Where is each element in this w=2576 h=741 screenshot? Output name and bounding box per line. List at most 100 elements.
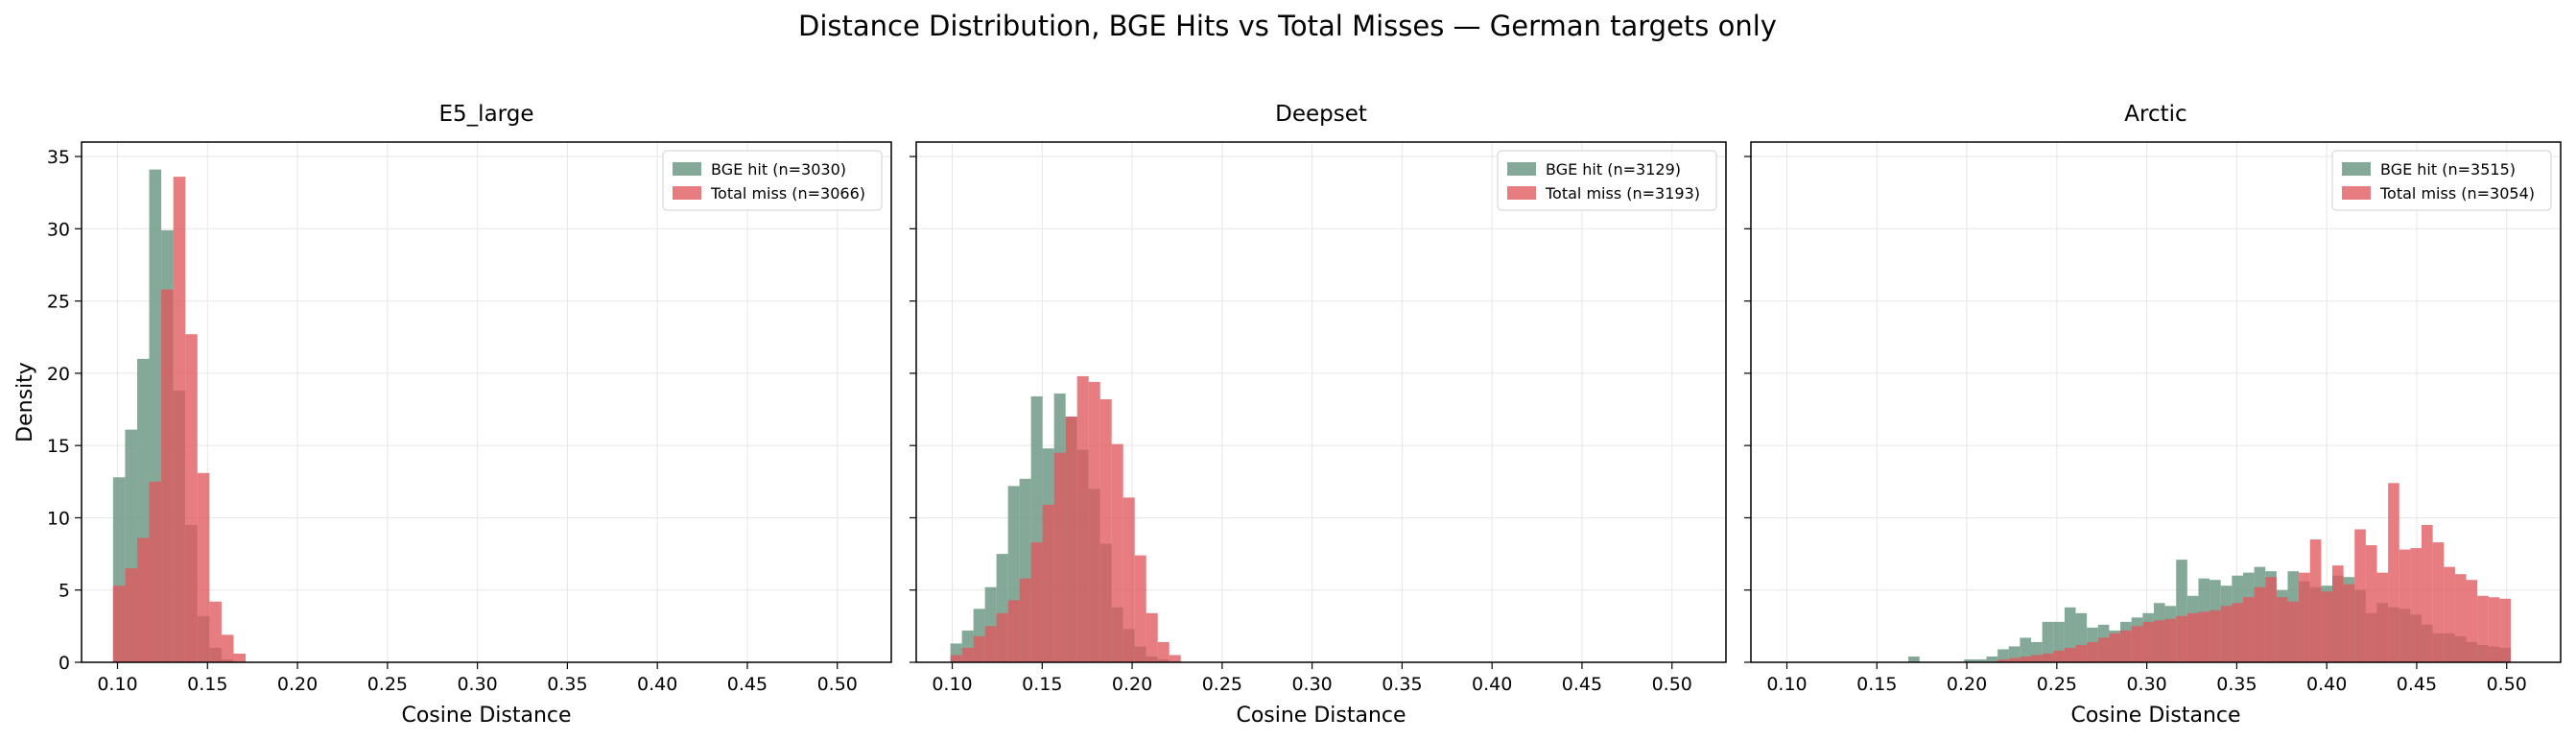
histogram-bar [973,635,985,662]
histogram-bar [2164,618,2177,662]
x-tick-label: 0.10 [97,674,137,695]
histogram-bar [2343,584,2355,662]
histogram-bar [2399,549,2411,662]
y-tick-label: 5 [59,581,70,602]
y-tick-label: 10 [47,508,70,529]
histogram-bar [2242,597,2255,662]
histogram-bar [1997,658,2009,662]
x-tick-label: 0.15 [1022,674,1062,695]
histogram-bar [2053,650,2065,662]
histogram-bar [161,289,174,662]
histogram-bar [2064,607,2076,662]
legend-label: BGE hit (n=3515) [2380,160,2516,179]
x-tick-label: 0.40 [637,674,677,695]
histogram-bar [2422,524,2433,662]
histogram-bar [1964,658,1975,662]
histogram-bar [1088,381,1100,662]
histogram-bar [1997,649,2009,662]
x-tick-label: 0.20 [1947,674,1987,695]
x-tick-label: 0.35 [1382,674,1422,695]
histogram-bar [1123,497,1135,662]
histogram-bar [1099,398,1112,662]
x-tick-label: 0.30 [2126,674,2166,695]
histogram-bar [221,634,234,662]
legend-label: BGE hit (n=3129) [1546,160,1681,179]
histogram-bar [2031,655,2043,662]
x-axis-label: Cosine Distance [401,704,571,728]
legend-box [1497,150,1717,211]
histogram-bar [2008,657,2021,662]
histogram-bar [1007,600,1020,662]
histogram-bar [2075,612,2088,662]
histogram-bar [2354,529,2366,662]
histogram-bar [149,481,162,662]
histogram-bar [2186,612,2199,662]
histogram-bar [2131,626,2143,662]
y-axis-label: Density [13,362,37,442]
histogram-bar [2220,606,2233,662]
histogram-bar [2432,542,2445,662]
histogram-bar [2410,548,2422,662]
subplot-2: 0.10 0.15 0.20 0.25 0.30 0.35 0.40 0.45 0.50 Deep… [910,102,1727,728]
histogram-bar [2365,545,2377,662]
histogram-bar [2466,580,2478,662]
y-tick-label: 0 [59,653,70,674]
histogram-bar [1134,555,1146,662]
histogram-bar [961,647,974,662]
histogram-bar [1908,656,1920,662]
x-tick-label: 0.40 [1472,674,1512,695]
x-tick-label: 0.20 [1112,674,1152,695]
legend-swatch [1507,162,1536,176]
histogram-bar [2198,611,2210,662]
x-tick-label: 0.30 [457,674,497,695]
histogram-bar [2097,637,2110,662]
histogram-bar [1111,443,1123,662]
histogram-bar [2499,598,2512,662]
histogram-bar [2120,630,2132,662]
legend-box [2331,150,2552,211]
legend-label: Total miss (n=3054) [2379,184,2535,203]
x-tick-label: 0.50 [1652,674,1692,695]
legend-label: Total miss (n=3066) [710,184,865,203]
subplot-title: E5_large [439,102,534,127]
histogram-bar [2031,641,2043,662]
histogram-bar [2210,610,2221,662]
x-tick-label: 0.45 [2397,674,2437,695]
histogram-bar [2488,597,2500,662]
x-tick-label: 0.45 [1562,674,1602,695]
histogram-bar [2176,615,2187,662]
x-tick-label: 0.10 [932,674,972,695]
histogram-bar [2321,591,2332,662]
legend-label: BGE hit (n=3030) [711,160,846,179]
histogram-bar [1169,655,1181,662]
legend-swatch [673,186,701,200]
x-tick-label: 0.45 [727,674,768,695]
legend: BGE hit (n=3129) Total miss (n=3193) [1497,150,1717,211]
histogram-bar [2265,577,2277,662]
x-tick-label: 0.15 [1856,674,1897,695]
legend-swatch [2342,162,2371,176]
x-tick-label: 0.35 [547,674,587,695]
histogram-bar [2053,621,2065,662]
histogram-bar [2232,603,2243,662]
histogram-bar [2008,646,2021,662]
histogram-bar [2109,633,2121,662]
y-tick-label: 15 [47,436,70,457]
x-tick-label: 0.50 [817,674,858,695]
x-tick-label: 0.15 [187,674,227,695]
subplot-1: 0.10 0.15 0.20 0.25 0.30 0.35 0.40 0.45 0.50 0 5 10… [13,102,892,728]
histogram-bar [2042,653,2054,662]
histogram-bar [209,601,222,662]
histogram-bar [2309,539,2322,662]
y-tick-label: 35 [47,147,70,168]
histogram-bar [1076,375,1089,662]
y-tick-label: 20 [47,364,70,385]
legend: BGE hit (n=3030) Total miss (n=3066) [662,150,883,211]
histogram-bar [136,538,150,662]
histogram-bar [2287,601,2300,662]
histogram-bar [2454,574,2467,662]
y-tick-label: 25 [47,292,70,313]
subplot-title: Arctic [2124,102,2186,127]
x-tick-label: 0.40 [2306,674,2347,695]
x-tick-label: 0.50 [2487,674,2527,695]
